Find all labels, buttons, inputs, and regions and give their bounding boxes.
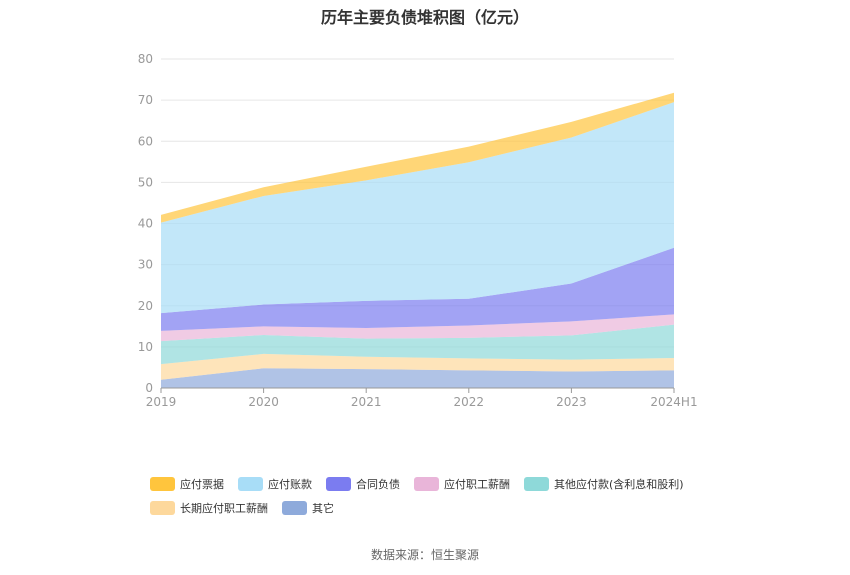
y-tick-label: 50 [138, 175, 153, 189]
area-series-应付职工薪酬[interactable] [161, 314, 674, 342]
legend-row-2: 长期应付职工薪酬 其它 [150, 496, 730, 520]
legend-item[interactable]: 其它 [282, 500, 334, 516]
y-tick-label: 20 [138, 299, 153, 313]
y-tick-label: 40 [138, 217, 153, 231]
legend-row-1: 应付票据 应付账款 合同负债 应付职工薪酬 其他应付款(含利息和股利) [150, 472, 730, 496]
legend-item[interactable]: 长期应付职工薪酬 [150, 500, 268, 516]
legend-swatch [238, 477, 263, 491]
legend-label: 其他应付款(含利息和股利) [554, 478, 684, 491]
legend: 应付票据 应付账款 合同负债 应付职工薪酬 其他应付款(含利息和股利) 长期应付职工薪酬… [150, 472, 730, 520]
legend-swatch [524, 477, 549, 491]
legend-swatch [326, 477, 351, 491]
legend-label: 应付职工薪酬 [444, 478, 510, 491]
area-series-合同负债[interactable] [161, 247, 674, 331]
area-series [161, 92, 674, 388]
legend-item[interactable]: 应付票据 [150, 476, 224, 492]
legend-label: 长期应付职工薪酬 [180, 502, 268, 515]
legend-item[interactable]: 应付账款 [238, 476, 312, 492]
x-tick-label: 2023 [556, 395, 587, 409]
area-series-其它[interactable] [161, 368, 674, 388]
x-tick-label: 2021 [351, 395, 382, 409]
area-series-应付账款[interactable] [161, 102, 674, 314]
legend-label: 应付票据 [180, 478, 224, 491]
x-tick-label: 2024H1 [650, 395, 697, 409]
legend-item[interactable]: 其他应付款(含利息和股利) [524, 476, 684, 492]
x-tick-label: 2019 [146, 395, 177, 409]
y-tick-label: 30 [138, 258, 153, 272]
y-tick-label: 10 [138, 340, 153, 354]
legend-swatch [414, 477, 439, 491]
x-tick-label: 2022 [454, 395, 485, 409]
legend-item[interactable]: 合同负债 [326, 476, 400, 492]
legend-item[interactable]: 应付职工薪酬 [414, 476, 510, 492]
y-tick-label: 0 [145, 381, 153, 395]
x-tick-label: 2020 [248, 395, 279, 409]
axes: 0 10 20 30 40 50 60 70 80 2019 2020 2021 2022 2023 202… [138, 52, 698, 409]
area-series-应付票据[interactable] [161, 92, 674, 223]
y-tick-label: 70 [138, 93, 153, 107]
stacked-area-chart: 0 10 20 30 40 50 60 70 80 2019 2020 2021 2022 2023 202… [138, 52, 698, 409]
area-series-长期应付职工薪酬[interactable] [161, 353, 674, 380]
chart-title: 历年主要负债堆积图（亿元） [320, 8, 529, 27]
legend-label: 应付账款 [268, 478, 312, 491]
y-tick-label: 60 [138, 134, 153, 148]
legend-swatch [150, 501, 175, 515]
legend-swatch [150, 477, 175, 491]
legend-label: 合同负债 [356, 478, 400, 491]
legend-label: 其它 [312, 502, 334, 515]
y-tick-label: 80 [138, 52, 153, 66]
legend-swatch [282, 501, 307, 515]
area-series-其他应付款(含利息和股利)[interactable] [161, 324, 674, 365]
data-source: 数据来源：恒生聚源 [370, 548, 479, 562]
